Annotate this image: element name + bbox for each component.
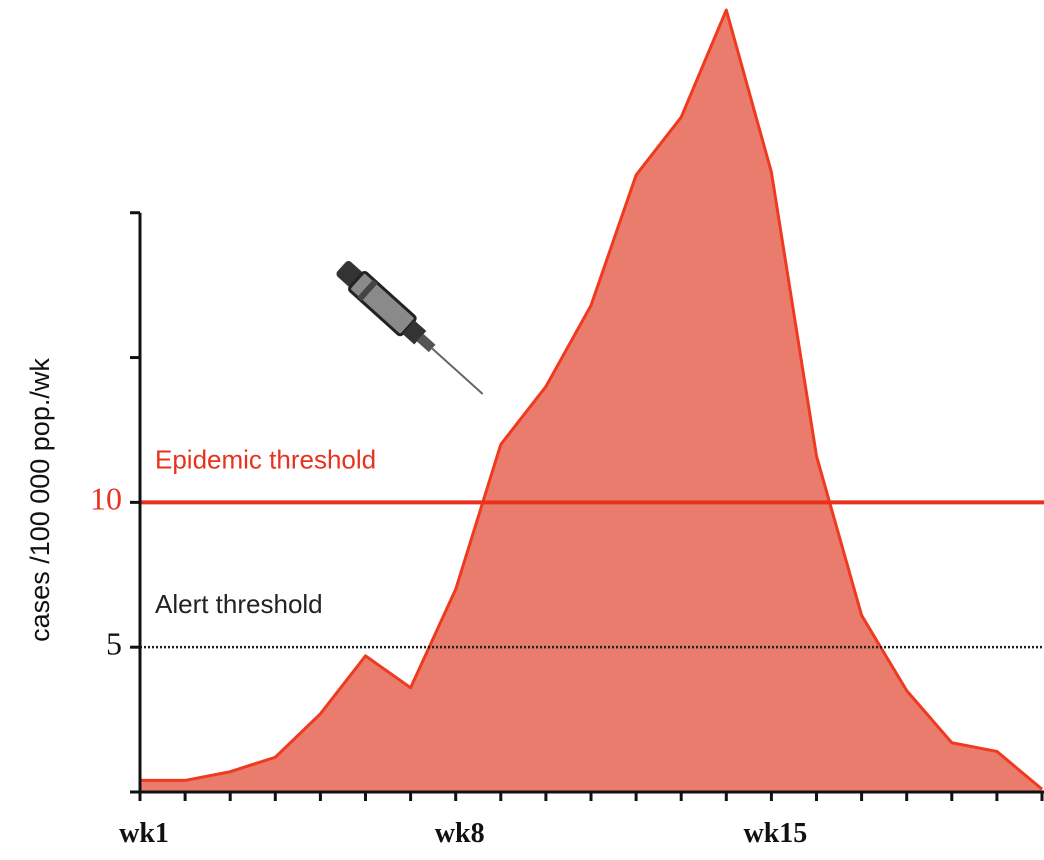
y-tick-label: 5 <box>106 626 122 662</box>
area <box>140 10 1042 792</box>
syringe-icon <box>336 261 484 395</box>
x-tick-label: wk1 <box>119 818 169 849</box>
area-line <box>140 8 1043 791</box>
x-tick-label: wk8 <box>435 818 485 849</box>
x-tick-label: wk15 <box>744 818 808 849</box>
threshold-label: Alert threshold <box>155 589 323 619</box>
y-axis-label: cases /100 000 pop./wk <box>25 358 55 642</box>
threshold-label: Epidemic threshold <box>155 444 376 474</box>
y-tick-label: 10 <box>90 481 122 517</box>
